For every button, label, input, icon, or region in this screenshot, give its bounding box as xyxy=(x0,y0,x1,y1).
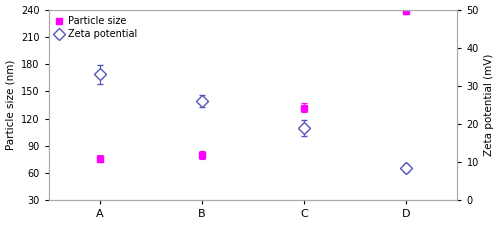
Legend: Particle size, Zeta potential: Particle size, Zeta potential xyxy=(54,14,140,41)
Y-axis label: Zeta potential (mV): Zeta potential (mV) xyxy=(484,54,494,156)
Y-axis label: Particle size (nm): Particle size (nm) xyxy=(6,60,16,150)
